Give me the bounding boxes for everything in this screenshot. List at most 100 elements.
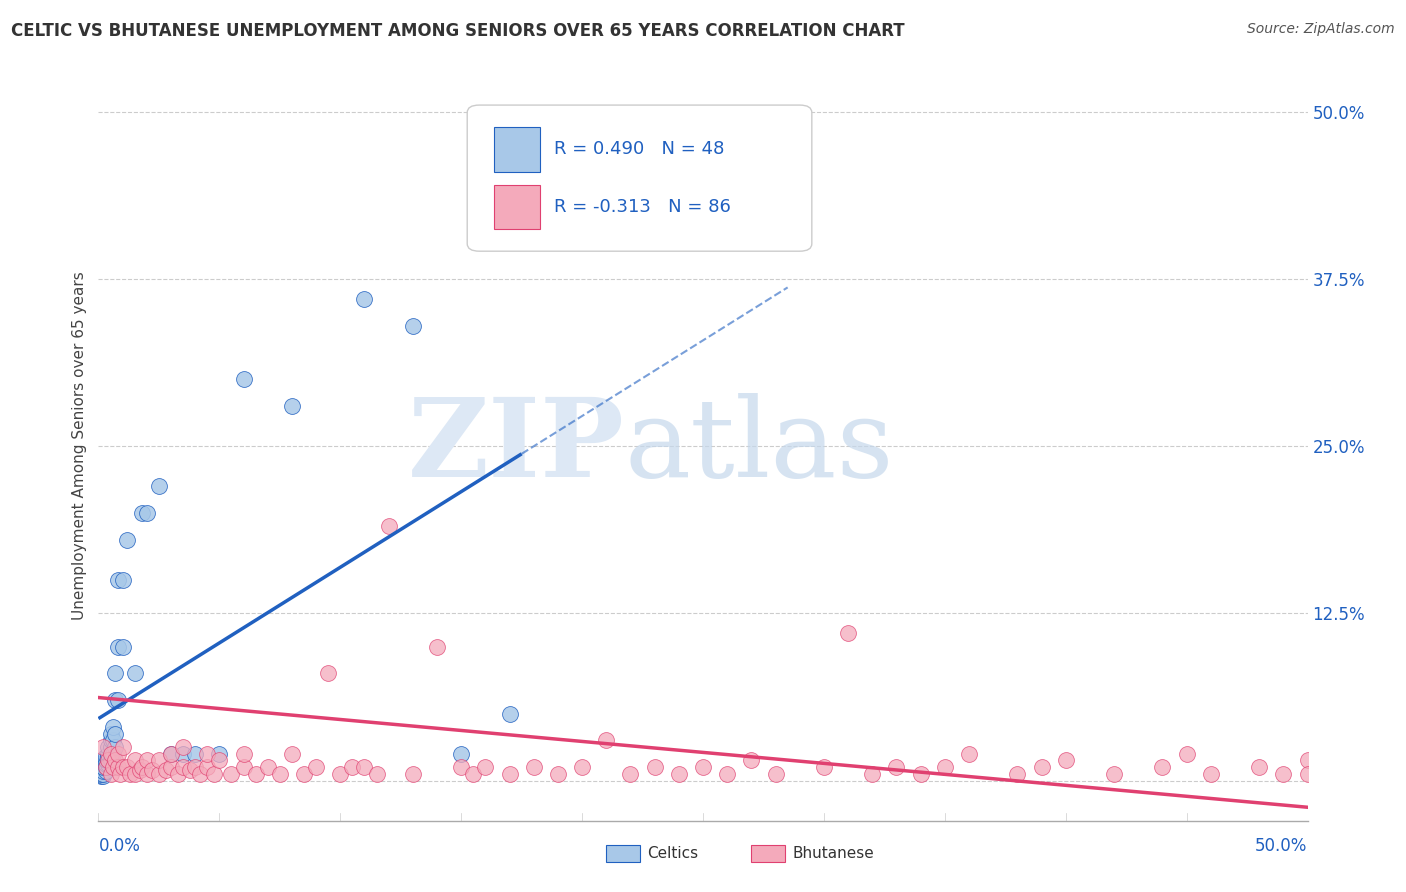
Point — [111, 640, 134, 654]
Point — [426, 640, 449, 654]
Point — [101, 747, 124, 761]
Point — [292, 767, 315, 781]
Point — [97, 753, 120, 767]
Point — [377, 519, 399, 533]
Point — [124, 666, 146, 681]
Point — [131, 506, 153, 520]
Point — [329, 767, 352, 781]
Point — [91, 760, 114, 774]
Point — [135, 506, 157, 520]
Point — [94, 757, 117, 772]
Point — [101, 733, 124, 747]
Point — [97, 747, 120, 761]
Point — [450, 747, 472, 761]
Point — [195, 747, 218, 761]
Point — [91, 740, 114, 755]
Point — [1007, 767, 1029, 781]
Point — [94, 749, 117, 764]
Point — [104, 753, 127, 767]
Point — [117, 533, 139, 547]
Point — [101, 720, 124, 734]
Point — [208, 747, 231, 761]
Point — [232, 760, 254, 774]
Point — [498, 706, 520, 721]
Point — [148, 767, 170, 781]
Point — [97, 757, 120, 772]
Point — [160, 760, 183, 774]
Point — [740, 753, 762, 767]
Point — [353, 760, 375, 774]
Point — [91, 769, 114, 784]
Point — [692, 760, 714, 774]
Point — [1175, 747, 1198, 761]
Point — [571, 760, 593, 774]
Point — [107, 760, 129, 774]
Point — [108, 767, 131, 781]
Point — [463, 767, 485, 781]
Point — [135, 753, 157, 767]
Point — [148, 753, 170, 767]
FancyBboxPatch shape — [494, 185, 540, 229]
Point — [100, 733, 122, 747]
Point — [94, 760, 117, 774]
Point — [101, 760, 124, 774]
FancyBboxPatch shape — [467, 105, 811, 252]
FancyBboxPatch shape — [606, 846, 640, 862]
Point — [184, 747, 207, 761]
Point — [402, 318, 425, 333]
Point — [195, 760, 218, 774]
Point — [100, 747, 122, 761]
Point — [160, 747, 183, 761]
Point — [765, 767, 787, 781]
Text: R = 0.490   N = 48: R = 0.490 N = 48 — [554, 140, 724, 158]
Point — [107, 747, 129, 761]
Point — [148, 479, 170, 493]
Point — [90, 769, 112, 784]
Point — [167, 767, 190, 781]
Point — [104, 666, 127, 681]
Text: R = -0.313   N = 86: R = -0.313 N = 86 — [554, 198, 731, 216]
Point — [100, 767, 122, 781]
Point — [104, 740, 127, 755]
Point — [160, 747, 183, 761]
Point — [316, 666, 339, 681]
Point — [124, 753, 146, 767]
Point — [305, 760, 328, 774]
Point — [141, 763, 163, 777]
Point — [94, 760, 117, 774]
Point — [342, 760, 364, 774]
Point — [957, 747, 980, 761]
Point — [1031, 760, 1053, 774]
Point — [104, 726, 127, 740]
Point — [269, 767, 291, 781]
Point — [184, 760, 207, 774]
Point — [100, 747, 122, 761]
Point — [172, 740, 194, 755]
Point — [221, 767, 243, 781]
Text: Celtics: Celtics — [647, 847, 699, 861]
Point — [107, 693, 129, 707]
Point — [1272, 767, 1295, 781]
Point — [97, 740, 120, 755]
Point — [97, 749, 120, 764]
Y-axis label: Unemployment Among Seniors over 65 years: Unemployment Among Seniors over 65 years — [72, 272, 87, 620]
Point — [94, 764, 117, 778]
Point — [1102, 767, 1125, 781]
Point — [172, 747, 194, 761]
FancyBboxPatch shape — [494, 127, 540, 172]
Point — [100, 726, 122, 740]
Point — [100, 753, 122, 767]
Point — [232, 747, 254, 761]
Point — [155, 763, 177, 777]
Point — [474, 760, 496, 774]
Text: 0.0%: 0.0% — [98, 837, 141, 855]
Point — [208, 753, 231, 767]
Point — [124, 767, 146, 781]
Point — [97, 753, 120, 767]
Point — [668, 767, 690, 781]
Text: Bhutanese: Bhutanese — [793, 847, 875, 861]
Point — [107, 573, 129, 587]
Point — [523, 760, 546, 774]
Point — [281, 399, 304, 413]
Point — [619, 767, 641, 781]
